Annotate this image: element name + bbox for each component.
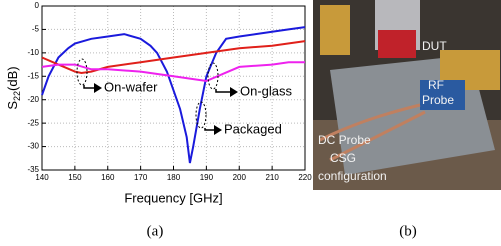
x-tick-label: 200 <box>233 173 247 182</box>
y-tick-label: 0 <box>35 1 40 10</box>
photo-label: DC Probe <box>318 133 371 147</box>
x-axis-label: Frequency [GHz] <box>124 190 222 205</box>
caption: (b) <box>399 223 417 239</box>
y-label-main: S <box>5 101 20 110</box>
annotation: On-wafer <box>104 79 158 94</box>
photo-label: configuration <box>318 169 387 183</box>
y-label-sub: 22 <box>12 91 22 101</box>
page: {"chart_data": {"type": "line", "xlabel"… <box>0 0 501 246</box>
photo: DUT RF Probe DC Probe CSG configuration <box>313 0 501 190</box>
x-tick-label: 220 <box>298 173 312 182</box>
annotation-arrowhead <box>94 83 102 93</box>
y-tick-label: -25 <box>27 118 39 127</box>
y-tick-label: -20 <box>27 95 39 104</box>
x-tick-label: 190 <box>200 173 214 182</box>
y-axis-label: S22(dB) <box>5 66 22 109</box>
y-tick-label: -15 <box>27 71 39 80</box>
x-tick-label: 150 <box>68 173 82 182</box>
y-tick-label: -30 <box>27 142 39 151</box>
photo-label: DUT <box>422 39 447 53</box>
annotation: Packaged <box>224 121 282 136</box>
y-tick-label: -10 <box>27 48 39 57</box>
x-tick-label: 160 <box>101 173 115 182</box>
annotation: On-glass <box>240 83 293 98</box>
x-tick-label: 170 <box>134 173 148 182</box>
photo-label: Probe <box>422 93 454 107</box>
x-tick-label: 210 <box>265 173 279 182</box>
x-tick-label: 140 <box>35 173 49 182</box>
x-tick-label: 180 <box>167 173 181 182</box>
photo-label: CSG <box>330 151 356 165</box>
annotation-arrowhead <box>230 87 238 97</box>
annotation-arrowhead <box>214 125 222 135</box>
y-tick-label: -5 <box>32 25 40 34</box>
y-label-rest: (dB) <box>5 66 20 91</box>
figure: DUT RF Probe DC Probe CSG configuration … <box>0 0 501 246</box>
caption: (a) <box>147 223 164 239</box>
photo-label: RF <box>428 78 444 92</box>
